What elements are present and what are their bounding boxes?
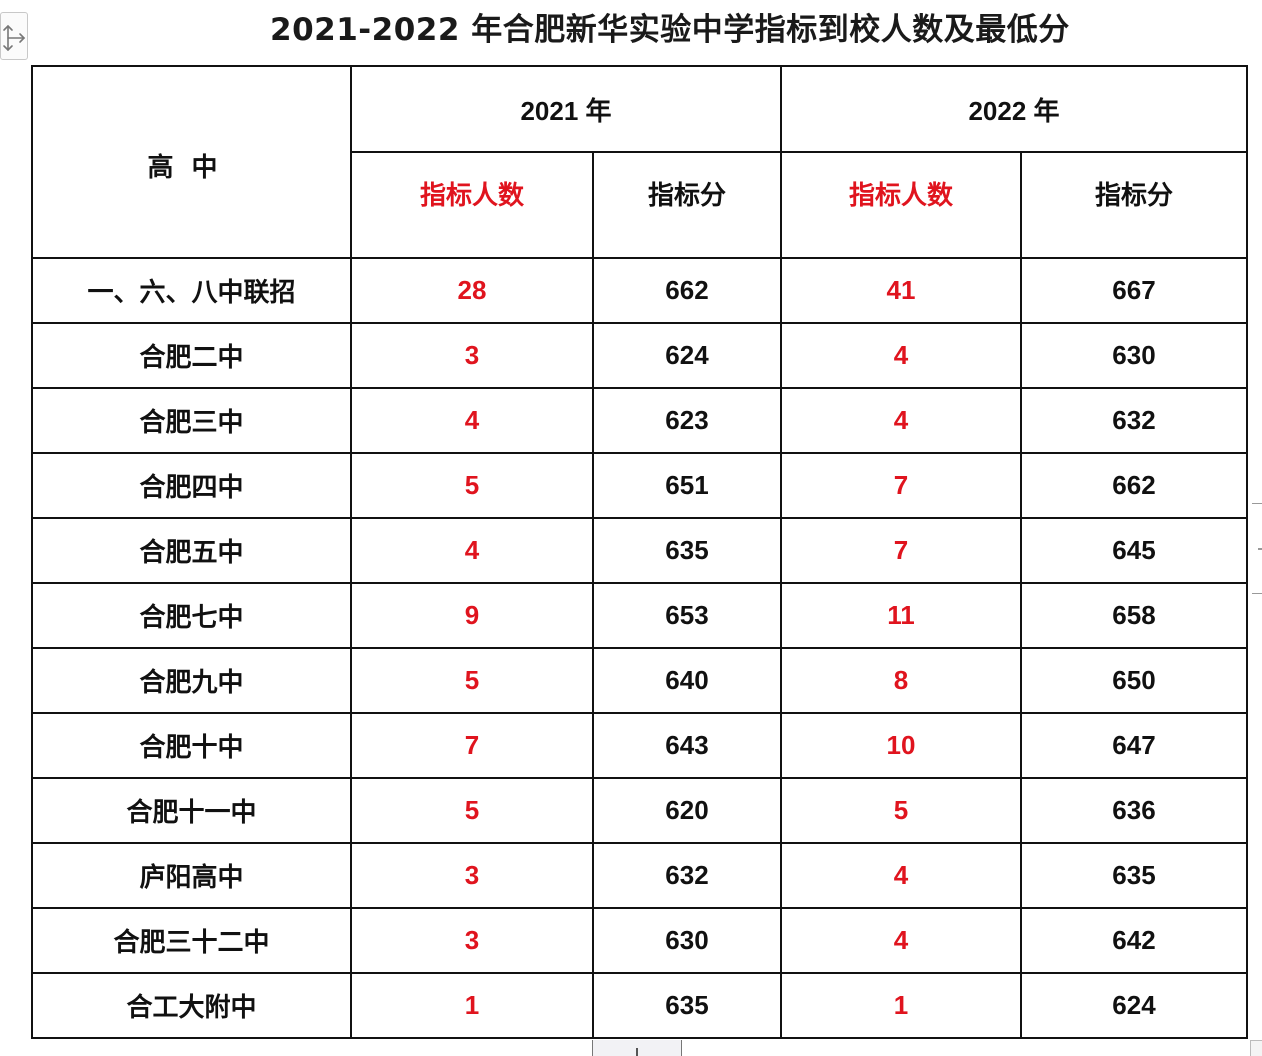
school-name: 合肥二中 bbox=[31, 322, 352, 389]
quota-2021: 1 bbox=[350, 972, 594, 1039]
quota-2021: 9 bbox=[350, 582, 594, 649]
table-row: 合肥七中 9 653 11 658 bbox=[31, 582, 1248, 649]
score-2022: 658 bbox=[1020, 582, 1248, 649]
quota-2022: 1 bbox=[780, 972, 1022, 1039]
score-2021: 643 bbox=[592, 712, 782, 779]
school-name: 合肥五中 bbox=[31, 517, 352, 584]
ruler-tick bbox=[1258, 548, 1262, 550]
quota-2022: 8 bbox=[780, 647, 1022, 714]
table-resize-handle[interactable] bbox=[1250, 1040, 1262, 1056]
score-2021: 630 bbox=[592, 907, 782, 974]
score-2021: 662 bbox=[592, 257, 782, 324]
score-2022: 647 bbox=[1020, 712, 1248, 779]
quota-2021: 5 bbox=[350, 777, 594, 844]
quota-2021: 28 bbox=[350, 257, 594, 324]
score-2022: 636 bbox=[1020, 777, 1248, 844]
score-2022: 662 bbox=[1020, 452, 1248, 519]
score-2021: 624 bbox=[592, 322, 782, 389]
school-name: 一、六、八中联招 bbox=[31, 257, 352, 324]
quota-2022: 4 bbox=[780, 907, 1022, 974]
score-2022: 642 bbox=[1020, 907, 1248, 974]
table-row: 合肥十中 7 643 10 647 bbox=[31, 712, 1248, 779]
header-row-years: 高中 2021 年 2022 年 bbox=[31, 65, 1248, 259]
table-row: 合肥四中 5 651 7 662 bbox=[31, 452, 1248, 519]
quota-2022: 5 bbox=[780, 777, 1022, 844]
table-row: 合肥九中 5 640 8 650 bbox=[31, 647, 1248, 714]
quota-2022: 10 bbox=[780, 712, 1022, 779]
school-name: 合肥十一中 bbox=[31, 777, 352, 844]
score-2021: 651 bbox=[592, 452, 782, 519]
quota-2021: 5 bbox=[350, 647, 594, 714]
score-2022: 624 bbox=[1020, 972, 1248, 1039]
quota-2021: 4 bbox=[350, 517, 594, 584]
score-2021: 653 bbox=[592, 582, 782, 649]
table-move-handle[interactable] bbox=[0, 12, 28, 60]
score-2021: 632 bbox=[592, 842, 782, 909]
school-name: 庐阳高中 bbox=[31, 842, 352, 909]
score-2022: 630 bbox=[1020, 322, 1248, 389]
quota-2021: 3 bbox=[350, 907, 594, 974]
header-row-subcolumns: 指标人数 指标分 指标人数 指标分 bbox=[32, 151, 1248, 259]
quota-2021: 3 bbox=[350, 842, 594, 909]
quota-2022: 7 bbox=[780, 517, 1022, 584]
score-2021: 640 bbox=[592, 647, 782, 714]
ruler-tick bbox=[1252, 503, 1262, 504]
quota-2022: 11 bbox=[780, 582, 1022, 649]
school-name: 合肥三十二中 bbox=[31, 907, 352, 974]
quota-2021: 3 bbox=[350, 322, 594, 389]
school-name: 合工大附中 bbox=[31, 972, 352, 1039]
quota-2022: 4 bbox=[780, 322, 1022, 389]
header-school: 高中 bbox=[31, 65, 352, 259]
score-2022: 635 bbox=[1020, 842, 1248, 909]
score-2021: 635 bbox=[592, 972, 782, 1039]
table-row: 一、六、八中联招 28 662 41 667 bbox=[31, 257, 1248, 324]
table-row: 合肥二中 3 624 4 630 bbox=[31, 322, 1248, 389]
table-row: 合肥五中 4 635 7 645 bbox=[31, 517, 1248, 584]
header-2022-quota: 指标人数 bbox=[780, 151, 1022, 259]
header-2021-score: 指标分 bbox=[592, 151, 782, 259]
score-2022: 667 bbox=[1020, 257, 1248, 324]
table-row: 合肥三中 4 623 4 632 bbox=[31, 387, 1248, 454]
table-row: 合肥十一中 5 620 5 636 bbox=[31, 777, 1248, 844]
quota-score-table: 高中 2021 年 2022 年 指标人数 指标分 指标人数 指标分 一、六、八… bbox=[31, 65, 1248, 1039]
school-name: 合肥七中 bbox=[31, 582, 352, 649]
school-name: 合肥九中 bbox=[31, 647, 352, 714]
header-year-2022: 2022 年 bbox=[780, 65, 1248, 153]
horizontal-scroll-handle[interactable] bbox=[592, 1040, 682, 1056]
quota-2022: 7 bbox=[780, 452, 1022, 519]
quota-2022: 41 bbox=[780, 257, 1022, 324]
school-name: 合肥三中 bbox=[31, 387, 352, 454]
school-name: 合肥十中 bbox=[31, 712, 352, 779]
quota-2022: 4 bbox=[780, 387, 1022, 454]
score-2021: 635 bbox=[592, 517, 782, 584]
ruler-tick bbox=[1252, 593, 1262, 594]
quota-2022: 4 bbox=[780, 842, 1022, 909]
quota-2021: 7 bbox=[350, 712, 594, 779]
table-row: 庐阳高中 3 632 4 635 bbox=[31, 842, 1248, 909]
move-arrows-icon bbox=[3, 24, 26, 52]
quota-2021: 5 bbox=[350, 452, 594, 519]
quota-2021: 4 bbox=[350, 387, 594, 454]
table-row: 合肥三十二中 3 630 4 642 bbox=[31, 907, 1248, 974]
score-2022: 632 bbox=[1020, 387, 1248, 454]
header-2021-quota: 指标人数 bbox=[350, 151, 594, 259]
school-name: 合肥四中 bbox=[31, 452, 352, 519]
score-2021: 620 bbox=[592, 777, 782, 844]
header-year-2021: 2021 年 bbox=[350, 65, 782, 153]
score-2022: 650 bbox=[1020, 647, 1248, 714]
score-2022: 645 bbox=[1020, 517, 1248, 584]
score-2021: 623 bbox=[592, 387, 782, 454]
table-row: 合工大附中 1 635 1 624 bbox=[31, 972, 1248, 1039]
document-title: 2021-2022 年合肥新华实验中学指标到校人数及最低分 bbox=[270, 12, 1070, 48]
header-2022-score: 指标分 bbox=[1020, 151, 1248, 259]
